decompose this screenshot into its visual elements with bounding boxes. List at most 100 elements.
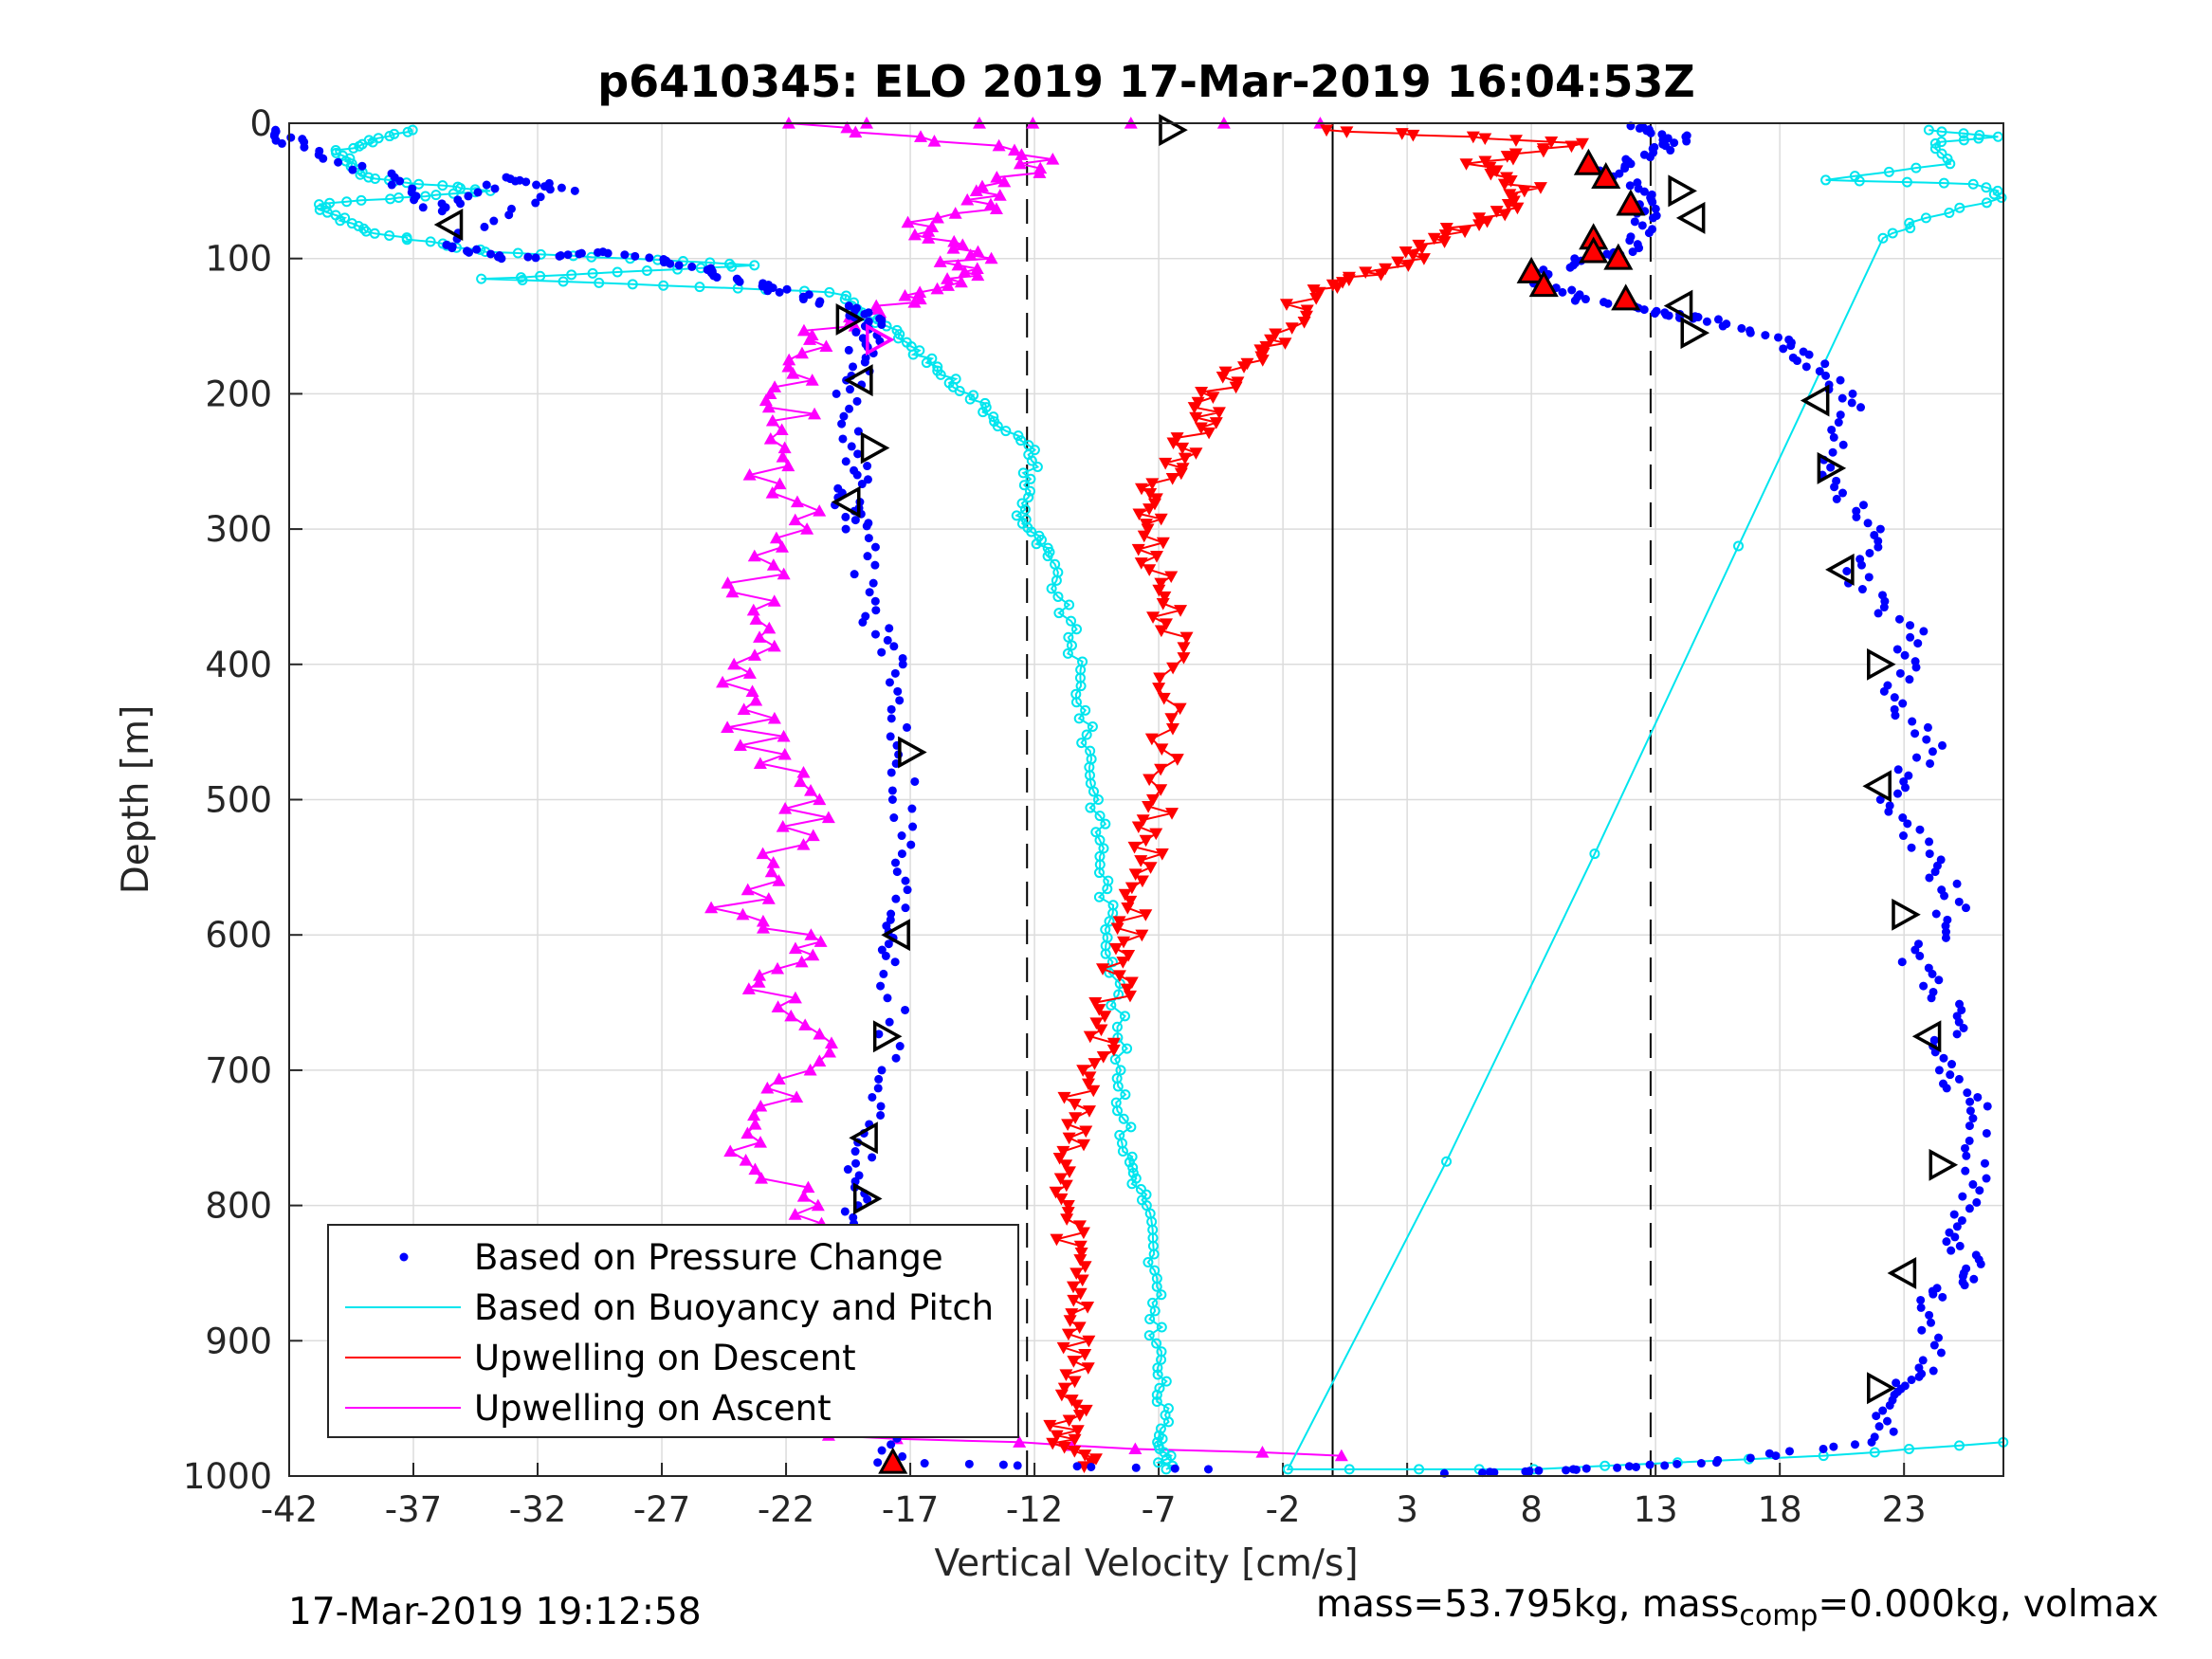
buoyancy-pitch-point [1954, 202, 1965, 213]
x-axis-label: Vertical Velocity [cm/s] [934, 1542, 1358, 1585]
upwelling-ascent-point [819, 339, 833, 353]
pressure-change-point [898, 660, 907, 669]
upwelling-descent-point [1297, 316, 1311, 329]
pressure-change-point [1903, 819, 1912, 829]
legend: Based on Pressure Change Based on Buoyanc… [327, 1224, 1019, 1438]
pressure-change-point [1865, 548, 1874, 557]
pressure-change-point [497, 254, 506, 264]
pressure-change-point [1975, 1186, 1984, 1195]
pressure-change-point [863, 475, 872, 484]
buoyancy-pitch-point [1905, 223, 1916, 234]
upwelling-descent-point [1189, 411, 1203, 425]
upwelling-ascent-point [869, 299, 884, 312]
upwelling-descent-point [1166, 437, 1180, 450]
upwelling-ascent-point [971, 245, 985, 258]
buoyancy-pitch-point [341, 196, 353, 208]
open-triangle-marker [1892, 898, 1921, 931]
buoyancy-pitch-point [594, 277, 605, 288]
pressure-change-point [1938, 1292, 1947, 1302]
buoyancy-pitch-point [1026, 455, 1037, 466]
pressure-change-point [1937, 885, 1947, 895]
pressure-change-point [1779, 344, 1788, 354]
upwelling-ascent-point [777, 747, 792, 760]
pressure-change-point [735, 277, 744, 286]
pressure-change-point [1764, 1449, 1774, 1458]
upwelling-ascent-point [823, 1045, 837, 1058]
pressure-change-point [1637, 221, 1647, 230]
buoyancy-pitch-point [1151, 1281, 1162, 1292]
pressure-change-point [1837, 488, 1847, 498]
legend-box [327, 1224, 1019, 1438]
pressure-change-point [1961, 903, 1970, 913]
upwelling-descent-point [1124, 895, 1138, 908]
pressure-change-point [893, 686, 903, 696]
x-tick-label: 13 [1634, 1489, 1678, 1530]
filled-triangle-marker [1573, 148, 1603, 175]
upwelling-descent-point [1069, 1267, 1084, 1280]
buoyancy-pitch-point [1877, 232, 1889, 244]
pressure-change-point [839, 411, 849, 421]
buoyancy-pitch-point [612, 266, 623, 278]
upwelling-descent-point [1195, 387, 1209, 399]
buoyancy-pitch-point [1112, 1105, 1124, 1117]
pressure-change-point [1954, 897, 1964, 906]
buoyancy-pitch-point [1904, 217, 1915, 228]
buoyancy-pitch-point [1031, 538, 1042, 550]
pressure-change-point [1899, 831, 1909, 841]
upwelling-ascent-point [990, 171, 1004, 183]
upwelling-descent-point [1177, 652, 1191, 665]
upwelling-descent-point [1145, 793, 1160, 807]
upwelling-ascent-point [795, 346, 809, 359]
upwelling-descent-point [1136, 814, 1150, 827]
upwelling-descent-point [1061, 1207, 1075, 1219]
upwelling-descent-point [1173, 702, 1187, 716]
upwelling-ascent-point [824, 1036, 838, 1048]
upwelling-ascent-point [782, 353, 796, 366]
pressure-change-point [1534, 1466, 1544, 1475]
pressure-change-point [1784, 335, 1794, 344]
pressure-change-point [1660, 308, 1670, 318]
buoyancy-pitch-point [1981, 182, 1992, 193]
buoyancy-pitch-point [1944, 208, 1955, 219]
pressure-change-point [1917, 1325, 1927, 1335]
open-triangle-marker [898, 736, 927, 769]
buoyancy-pitch-point [1152, 1362, 1163, 1374]
upwelling-descent-point [1078, 1261, 1092, 1273]
pressure-change-point [1925, 849, 1934, 859]
upwelling-descent-point [1391, 256, 1405, 269]
pressure-change-point [1892, 1378, 1901, 1388]
y-tick-label: 1000 [183, 1456, 272, 1497]
buoyancy-pitch-point [978, 407, 989, 418]
buoyancy-pitch-point [1071, 624, 1083, 635]
pressure-change-point [603, 248, 612, 258]
upwelling-ascent-point [788, 513, 802, 526]
upwelling-ascent-point [922, 231, 936, 244]
buoyancy-pitch-point [1051, 574, 1062, 586]
upwelling-ascent-point [983, 197, 997, 210]
buoyancy-pitch-point [420, 191, 431, 202]
upwelling-descent-point [1078, 1348, 1092, 1361]
upwelling-descent-point [1081, 1302, 1095, 1314]
upwelling-ascent-point [740, 883, 755, 896]
buoyancy-pitch-point [1589, 848, 1600, 860]
pressure-change-point [883, 994, 892, 1003]
pressure-change-point [1910, 729, 1920, 738]
pressure-change-point [860, 357, 869, 367]
buoyancy-pitch-point [425, 236, 436, 247]
pressure-change-point [1900, 650, 1910, 660]
upwelling-ascent-point [840, 120, 854, 134]
buoyancy-pitch-point [1127, 1162, 1139, 1174]
open-triangle-marker [1668, 174, 1697, 208]
open-triangle-marker [872, 1020, 903, 1053]
pressure-change-point [874, 1074, 884, 1084]
pressure-change-point [877, 1446, 887, 1455]
upwelling-descent-point [1070, 1425, 1085, 1437]
upwelling-descent-point [1536, 145, 1550, 158]
upwelling-descent-point [1079, 1404, 1093, 1417]
upwelling-descent-point [1049, 1186, 1063, 1199]
upwelling-ascent-point [930, 210, 944, 224]
pressure-change-point [1958, 1192, 1967, 1201]
pressure-change-point [674, 261, 684, 270]
upwelling-ascent-point [796, 838, 811, 850]
pressure-change-point [1673, 1459, 1682, 1468]
